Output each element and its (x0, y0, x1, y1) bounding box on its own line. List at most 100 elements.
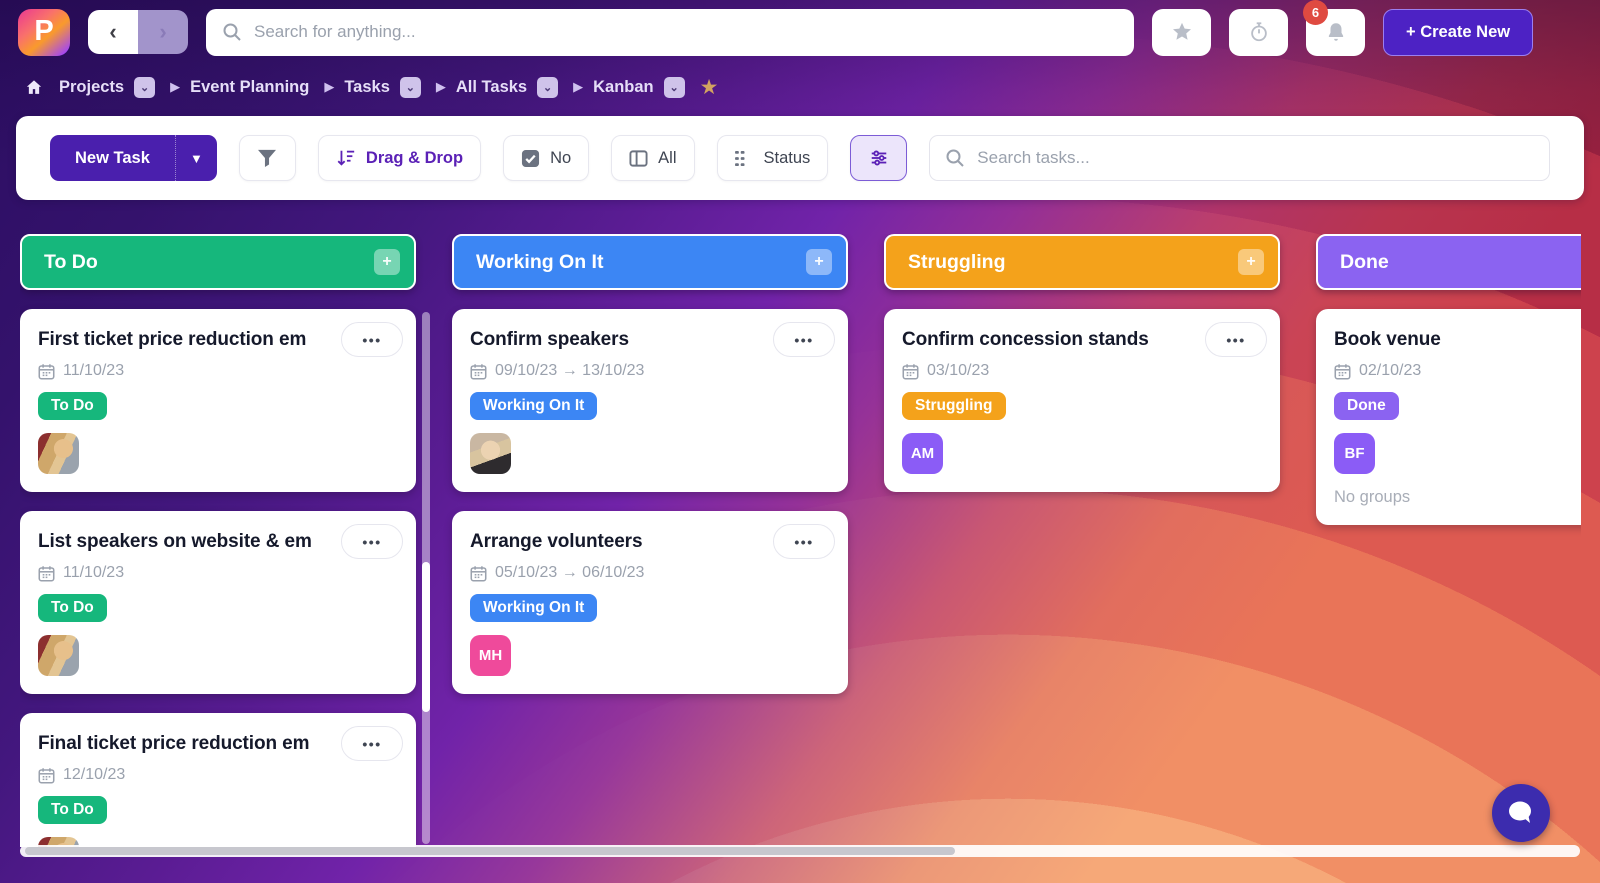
column-add-task-button[interactable]: + (806, 249, 832, 275)
calendar-icon (38, 565, 55, 582)
sliders-icon (869, 148, 889, 168)
assignee-avatar-initials: AM (902, 433, 943, 474)
assignee-row (38, 433, 398, 474)
task-menu-button[interactable]: ••• (1205, 322, 1267, 357)
stopwatch-icon (1248, 21, 1270, 43)
breadcrumb-separator-icon: ▶ (170, 79, 181, 94)
assignee-avatar-photo (38, 837, 79, 847)
status-badge: To Do (38, 594, 107, 622)
breadcrumb-link[interactable]: Projects (59, 77, 125, 96)
board-toolbar: New Task ▼ Drag & Drop No All (16, 116, 1584, 200)
sort-descending-icon (336, 148, 356, 168)
notifications-button[interactable]: 6 (1303, 0, 1365, 56)
column-add-task-button[interactable]: + (374, 249, 400, 275)
global-search-placeholder: Search for anything... (254, 22, 416, 41)
breadcrumb-link[interactable]: Kanban (593, 77, 654, 96)
assignee-avatar-photo (38, 433, 79, 474)
breadcrumb-separator-icon: ▶ (573, 79, 584, 94)
forward-button[interactable]: › (138, 10, 188, 54)
assignee-row: AM (902, 433, 1262, 474)
sort-label: Drag & Drop (365, 148, 464, 167)
filter-button[interactable] (238, 135, 296, 181)
checkbox-filter-label: No (550, 148, 572, 167)
assignee-row: MH (470, 635, 830, 676)
chat-bubble-icon (1506, 799, 1536, 827)
calendar-icon (470, 565, 487, 582)
column-scrollbar-thumb[interactable] (422, 562, 430, 712)
app-logo[interactable]: P (18, 8, 70, 56)
checkbox-icon (521, 149, 540, 168)
task-date: 02/10/23 (1359, 362, 1422, 379)
task-menu-button[interactable]: ••• (341, 524, 403, 559)
breadcrumb-dropdown-chevron-icon[interactable]: ⌄ (663, 76, 685, 98)
create-new-button[interactable]: + Create New (1383, 8, 1534, 56)
search-icon (222, 22, 242, 42)
kanban-column-done: Done + Book venue ••• 02/10/23 Done BF N… (1316, 234, 1581, 525)
task-card[interactable]: List speakers on website & em ••• 11/10/… (20, 511, 416, 694)
top-navbar: P ‹ › Search for anything... 6 (0, 0, 1600, 62)
breadcrumb-dropdown-chevron-icon[interactable]: ⌄ (399, 76, 421, 98)
breadcrumb-item: ▶ Kanban ⌄ (573, 76, 685, 98)
status-badge: Done (1334, 392, 1399, 420)
kanban-column-to-do: To Do + First ticket price reduction em … (20, 234, 430, 847)
task-date: 05/10/23 → 06/10/23 (495, 564, 645, 581)
breadcrumb-dropdown-chevron-icon[interactable]: ⌄ (134, 76, 156, 98)
logo-letter: P (34, 14, 54, 47)
task-card[interactable]: Confirm concession stands ••• 03/10/23 S… (884, 309, 1280, 492)
task-title: Confirm concession stands (902, 329, 1149, 350)
task-menu-button[interactable]: ••• (341, 322, 403, 357)
time-tracker-button[interactable] (1229, 8, 1288, 56)
new-task-button[interactable]: New Task ▼ (50, 135, 217, 181)
assignee-avatar-initials: MH (470, 635, 511, 676)
column-cards: Confirm speakers ••• 09/10/23 → 13/10/23… (452, 309, 848, 694)
task-card[interactable]: First ticket price reduction em ••• 11/1… (20, 309, 416, 492)
favorites-button[interactable] (1152, 8, 1211, 56)
task-search-input[interactable]: Search tasks... (929, 135, 1550, 181)
task-card[interactable]: Book venue ••• 02/10/23 Done BF No group… (1316, 309, 1581, 525)
back-button[interactable]: ‹ (88, 10, 138, 54)
calendar-icon (1334, 363, 1351, 380)
breadcrumb-link[interactable]: Tasks (344, 77, 390, 96)
assignee-row (38, 837, 398, 847)
assignee-avatar-photo (470, 433, 511, 474)
task-menu-button[interactable]: ••• (773, 524, 835, 559)
task-menu-button[interactable]: ••• (341, 726, 403, 761)
column-title: Working On It (476, 250, 604, 273)
task-title: Confirm speakers (470, 329, 629, 350)
history-nav: ‹ › (88, 10, 188, 54)
task-card[interactable]: Arrange volunteers ••• 05/10/23 → 06/10/… (452, 511, 848, 694)
task-date: 11/10/23 (63, 362, 125, 379)
new-task-chevron-down-icon[interactable]: ▼ (174, 135, 217, 181)
checkbox-filter-button[interactable]: No (503, 135, 590, 181)
breadcrumb-item: ▶ Tasks ⌄ (324, 76, 421, 98)
horizontal-scrollbar-thumb[interactable] (25, 847, 955, 855)
assignee-avatar-photo (38, 635, 79, 676)
calendar-icon (470, 363, 487, 380)
task-date: 12/10/23 (63, 766, 126, 783)
view-settings-button[interactable] (850, 135, 908, 181)
columns-filter-button[interactable]: All (611, 135, 695, 181)
column-add-task-button[interactable]: + (1238, 249, 1264, 275)
global-search-input[interactable]: Search for anything... (206, 8, 1134, 56)
breadcrumb-favorite-star-icon[interactable]: ★ (699, 75, 719, 99)
column-header: Struggling + (884, 234, 1280, 290)
funnel-icon (257, 149, 277, 167)
task-date: 09/10/23 → 13/10/23 (495, 362, 645, 379)
calendar-icon (38, 363, 55, 380)
search-icon (945, 148, 965, 168)
breadcrumb-dropdown-chevron-icon[interactable]: ⌄ (537, 76, 559, 98)
breadcrumb-link[interactable]: Event Planning (190, 77, 310, 96)
breadcrumb-link[interactable]: All Tasks (455, 77, 528, 96)
breadcrumb-separator-icon: ▶ (324, 79, 335, 94)
task-card[interactable]: Confirm speakers ••• 09/10/23 → 13/10/23… (452, 309, 848, 492)
task-menu-button[interactable]: ••• (773, 322, 835, 357)
sort-drag-drop-button[interactable]: Drag & Drop (317, 135, 482, 181)
home-icon[interactable] (24, 78, 44, 97)
column-cards: Book venue ••• 02/10/23 Done BF No group… (1316, 309, 1581, 525)
new-task-label: New Task (75, 148, 150, 167)
chat-help-button[interactable] (1492, 784, 1550, 842)
bell-icon (1325, 21, 1347, 43)
assignee-row (470, 433, 830, 474)
task-card[interactable]: Final ticket price reduction em ••• 12/1… (20, 713, 416, 847)
group-by-status-button[interactable]: Status (716, 135, 829, 181)
